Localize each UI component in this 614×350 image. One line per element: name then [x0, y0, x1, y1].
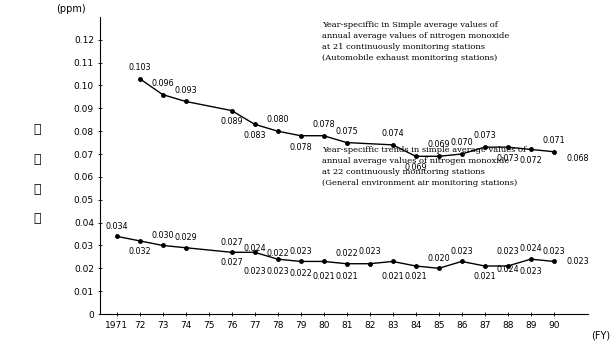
Text: 平: 平: [33, 153, 41, 166]
Text: (ppm): (ppm): [56, 4, 86, 14]
Text: 0.027: 0.027: [220, 258, 243, 267]
Text: 0.024: 0.024: [519, 244, 542, 253]
Text: 0.022: 0.022: [289, 270, 312, 279]
Text: 0.023: 0.023: [543, 247, 565, 256]
Text: 0.023: 0.023: [266, 267, 289, 276]
Text: 0.023: 0.023: [451, 247, 473, 256]
Text: 0.021: 0.021: [381, 272, 404, 281]
Text: 0.021: 0.021: [335, 272, 358, 281]
Text: 0.023: 0.023: [289, 247, 312, 256]
Text: 0.022: 0.022: [266, 249, 289, 258]
Text: 0.023: 0.023: [567, 257, 589, 266]
Text: Year-speciffic in Simple average values of
annual average values of nitrogen mon: Year-speciffic in Simple average values …: [322, 21, 510, 62]
Text: 0.071: 0.071: [543, 136, 565, 145]
Text: 0.080: 0.080: [266, 115, 289, 124]
Text: 0.024: 0.024: [497, 265, 519, 274]
Text: 均: 均: [33, 183, 41, 196]
Text: 年: 年: [33, 123, 41, 136]
Text: 0.021: 0.021: [473, 272, 496, 281]
Text: 0.096: 0.096: [151, 79, 174, 88]
Text: 0.078: 0.078: [313, 120, 335, 129]
Text: 0.078: 0.078: [289, 142, 312, 152]
Text: 0.075: 0.075: [335, 127, 358, 136]
Text: 0.021: 0.021: [405, 272, 427, 281]
Text: 0.068: 0.068: [567, 154, 589, 163]
Text: 0.103: 0.103: [128, 63, 151, 72]
Text: 0.069: 0.069: [405, 163, 427, 172]
Text: 0.030: 0.030: [152, 231, 174, 240]
Text: 0.072: 0.072: [519, 156, 542, 165]
Text: 0.083: 0.083: [243, 131, 266, 140]
Text: 0.093: 0.093: [174, 86, 197, 94]
Text: 0.089: 0.089: [220, 118, 243, 126]
Text: 0.023: 0.023: [497, 247, 519, 256]
Text: Year-speciffic trends in simple average values of
annual average values of nitro: Year-speciffic trends in simple average …: [322, 146, 527, 187]
Text: 0.023: 0.023: [519, 267, 542, 276]
Text: (FY): (FY): [591, 330, 610, 340]
Text: 0.023: 0.023: [243, 267, 266, 276]
Text: 0.073: 0.073: [497, 154, 519, 163]
Text: 0.074: 0.074: [381, 129, 404, 138]
Text: 0.073: 0.073: [473, 131, 496, 140]
Text: 0.020: 0.020: [427, 254, 450, 262]
Text: 0.022: 0.022: [335, 249, 358, 258]
Text: 0.027: 0.027: [220, 238, 243, 247]
Text: 0.069: 0.069: [427, 140, 450, 149]
Text: 0.032: 0.032: [128, 247, 151, 256]
Text: 0.029: 0.029: [174, 233, 197, 242]
Text: 値: 値: [33, 212, 41, 225]
Text: 0.070: 0.070: [451, 138, 473, 147]
Text: 0.024: 0.024: [243, 244, 266, 253]
Text: 0.023: 0.023: [359, 247, 381, 256]
Text: 0.021: 0.021: [313, 272, 335, 281]
Text: 0.034: 0.034: [106, 222, 128, 231]
